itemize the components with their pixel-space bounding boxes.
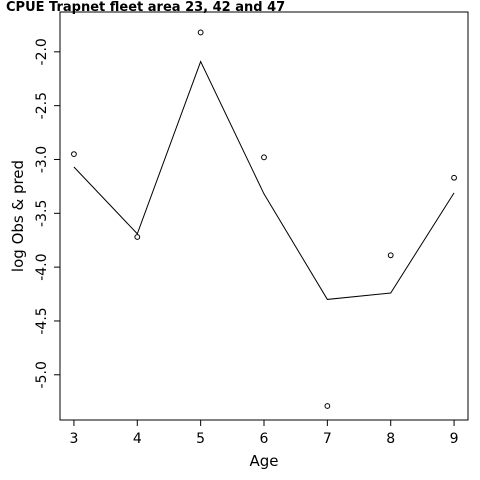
series-layer (71, 29, 457, 409)
y-tick-label: -2.0 (34, 38, 50, 65)
x-axis-label: Age (249, 452, 278, 470)
observed-point (451, 174, 457, 181)
y-tick-label: -4.5 (34, 307, 50, 334)
y-tick-label: -3.0 (34, 146, 50, 173)
x-tick-label: 6 (260, 431, 269, 447)
plot-frame (59, 11, 469, 421)
y-axis-label: log Obs & pred (9, 160, 27, 272)
chart-title: CPUE Trapnet fleet area 23, 42 and 47 (6, 0, 285, 15)
y-axis: -2.0 -2.5 -3.0 -3.5 -4.0 -4.5 -5.0 (34, 38, 61, 388)
x-tick-label: 5 (196, 431, 205, 447)
x-tick-label: 9 (450, 431, 459, 447)
x-tick-label: 7 (323, 431, 332, 447)
y-tick-label: -4.0 (34, 253, 50, 280)
observed-point (134, 234, 141, 240)
observed-point (324, 403, 331, 409)
x-axis: 3 4 5 6 7 8 9 (69, 419, 459, 447)
y-tick-label: -5.0 (34, 361, 50, 388)
y-tick-label: -3.5 (34, 200, 50, 227)
predicted-line (73, 60, 455, 300)
observed-point (71, 151, 77, 158)
y-tick-label: -2.5 (34, 92, 50, 119)
x-tick-label: 3 (69, 431, 78, 447)
x-tick-label: 4 (133, 431, 142, 447)
observed-point (387, 252, 394, 259)
observed-point (261, 154, 267, 161)
x-tick-label: 8 (386, 431, 395, 447)
observed-point (197, 29, 204, 36)
